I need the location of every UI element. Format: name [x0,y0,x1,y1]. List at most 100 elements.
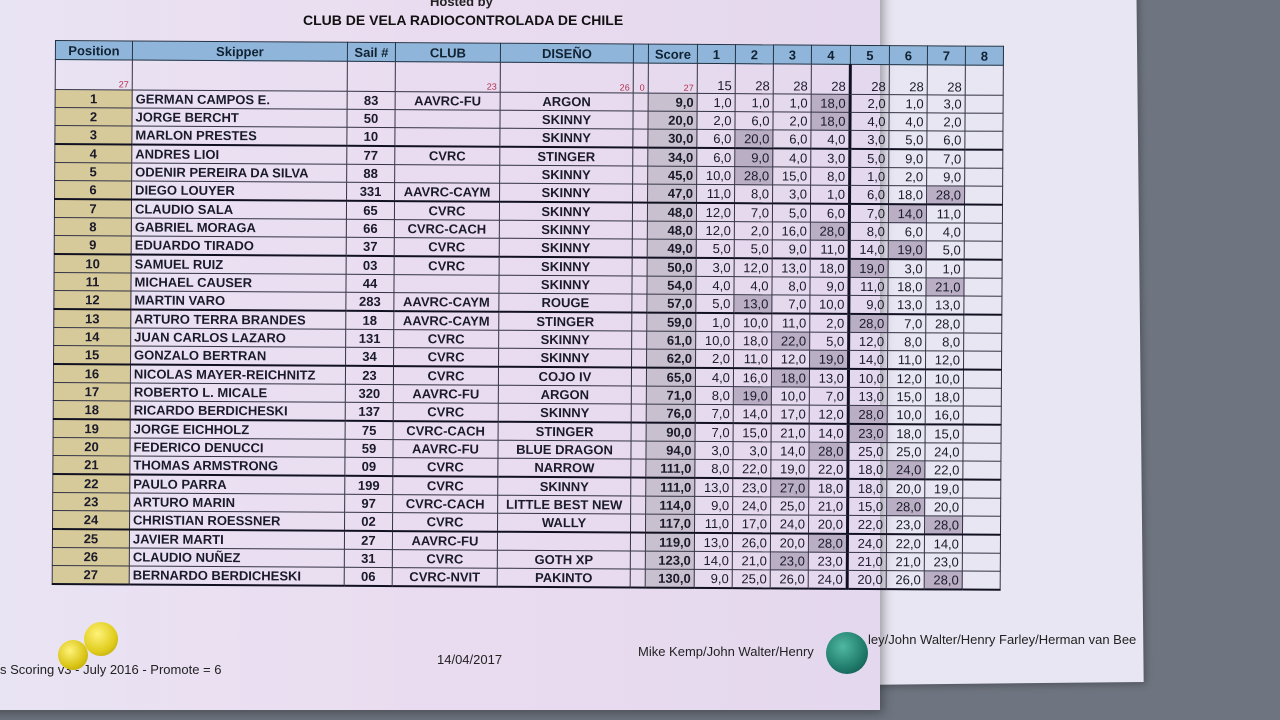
column-header [633,44,649,64]
race-4-cell: 18,0 [811,94,851,113]
race-1-cell: 4,0 [695,367,734,387]
race-1-cell: 6,0 [696,147,735,167]
sail-number-cell: 59 [344,439,394,458]
gap-cell [631,349,647,368]
design-cell: STINGER [499,146,633,167]
position-cell: 14 [53,327,131,346]
design-cell: SKINNY [499,110,634,130]
race-6-cell: 15,0 [887,387,926,406]
race-3-cell: 4,0 [772,148,811,168]
race-8-cell [963,333,1002,352]
skipper-cell: GERMAN CAMPOS E. [132,89,348,110]
race-6-cell: 3,0 [888,259,927,278]
club-cell: CVRC [394,256,500,276]
position-cell: 21 [52,455,130,475]
skipper-cell: JORGE BERCHT [131,107,348,128]
gap-cell [631,294,647,313]
race-8-cell [963,351,1002,370]
race-6-cell: 1,0 [889,94,928,113]
race-3-cell: 19,0 [770,459,809,479]
race-1-cell: 9,0 [694,496,733,515]
sail-number-cell: 03 [346,255,395,275]
race-2-cell: 8,0 [734,184,773,204]
skipper-cell: GONZALO BERTRAN [130,345,346,366]
race-7-cell: 12,0 [925,350,964,370]
gap-cell [632,129,648,148]
race-1-cell: 2,0 [696,111,736,130]
race-1-cell: 5,0 [696,239,735,259]
skipper-cell: JUAN CARLOS LAZARO [130,327,346,348]
sail-number-cell: 02 [344,512,393,532]
race-2-cell: 22,0 [732,459,771,479]
race-6-cell: 7,0 [887,314,926,333]
sail-number-cell: 131 [345,329,394,348]
column-header: 7 [927,45,966,66]
gap-cell [632,184,648,203]
design-cell: SKINNY [499,238,633,258]
race-2-cell: 5,0 [734,239,773,259]
race-4-cell: 4,0 [810,130,850,149]
position-cell: 15 [53,345,131,365]
skipper-cell: THOMAS ARMSTRONG [129,455,345,476]
race-2-cell: 28,0 [734,166,773,185]
position-cell: 26 [52,547,130,566]
sail-number-cell: 23 [345,365,394,385]
position-cell: 27 [52,565,130,585]
race-5-cell: 4,0 [849,112,890,131]
club-cell: CVRC [392,476,498,496]
gap-cell [631,367,647,387]
race-5-cell: 12,0 [848,332,888,351]
race-2-cell: 12,0 [734,258,773,277]
skipper-cell: MICHAEL CAUSER [130,272,347,293]
race-1-cell: 8,0 [694,459,733,479]
race-7-cell: 16,0 [925,405,964,425]
race-4-cell: 28,0 [808,533,848,553]
club-cell: CVRC [393,402,499,422]
race-1-cell: 11,0 [694,514,733,534]
race-3-cell: 13,0 [772,258,811,278]
race-6-cell: 23,0 [886,515,925,535]
club-cell: AAVRC-FU [393,384,499,404]
score-cell: 9,0 [648,93,698,112]
race-3-cell: 27,0 [770,478,809,498]
skipper-cell: FEDERICO DENUCCI [129,437,346,458]
score-cell: 76,0 [646,404,696,423]
race-3-cell: 24,0 [770,514,809,534]
column-header: 3 [773,44,812,65]
credits-back: ley/John Walter/Henry Farley/Herman van … [868,632,1137,647]
race-1-cell: 1,0 [695,312,734,332]
gap-cell [631,404,647,423]
gap-cell [630,569,646,588]
race-1-cell: 7,0 [695,404,734,424]
sail-number-cell: 65 [346,200,395,220]
race-7-cell: 9,0 [926,167,965,187]
column-header: Position [55,40,133,60]
race-8-cell [964,168,1003,187]
race-7-cell: 13,0 [925,295,964,315]
column-header: Score [648,44,698,64]
score-cell: 49,0 [647,239,697,258]
race-4-cell: 13,0 [809,368,849,388]
race-7-cell: 28,0 [926,185,965,205]
club-cell: CVRC [393,347,499,367]
race-7-cell: 23,0 [924,552,963,572]
race-6-cell: 12,0 [887,369,926,388]
race-3-cell: 9,0 [772,239,811,259]
front-sheet [0,0,880,710]
race-5-cell: 8,0 [849,222,889,241]
gap-cell [632,239,648,258]
race-2-cell: 25,0 [732,569,771,589]
count-cell: 26 [500,62,634,94]
race-1-cell: 1,0 [697,93,736,112]
club-cell: AAVRC-CAYM [394,182,500,202]
skipper-cell: SAMUEL RUIZ [131,254,347,275]
race-6-cell: 20,0 [886,479,925,498]
position-cell: 4 [54,144,132,163]
sail-number-cell: 77 [346,145,395,165]
score-cell: 130,0 [645,569,695,588]
race-8-cell [964,223,1003,242]
race-4-cell: 9,0 [809,277,850,296]
race-2-cell: 19,0 [733,386,772,405]
race-8-cell [962,553,1001,572]
score-cell: 123,0 [645,551,695,570]
